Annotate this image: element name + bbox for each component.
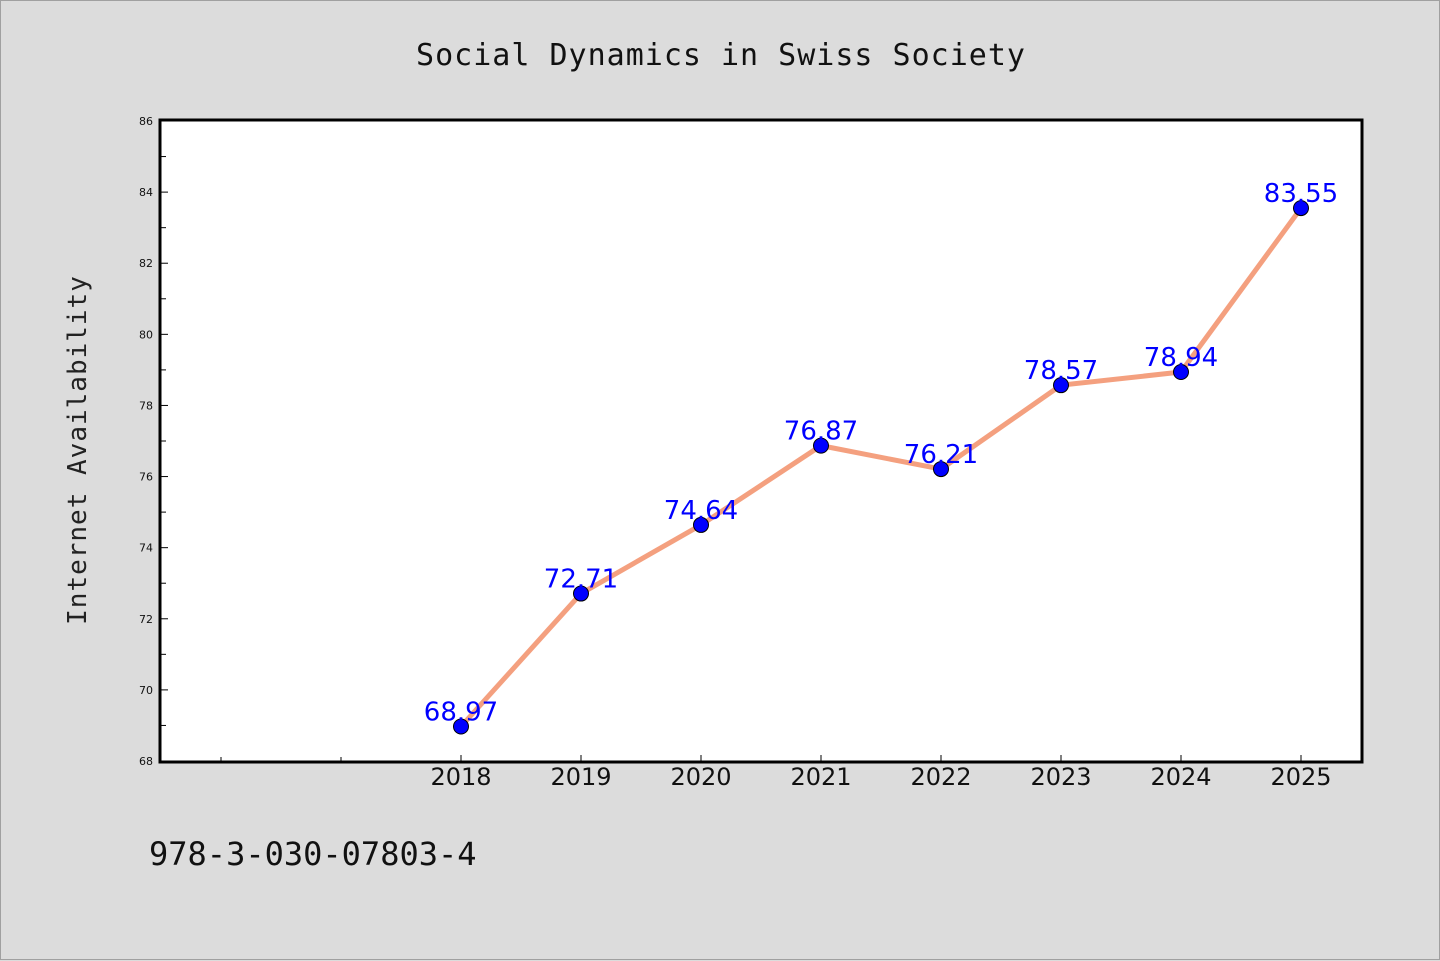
y-tick-label: 76 <box>139 471 153 484</box>
data-label: 74.64 <box>664 496 738 526</box>
data-point <box>693 516 709 533</box>
y-tick-label: 68 <box>139 755 153 768</box>
x-tick-label: 2019 <box>550 763 611 791</box>
x-axis-ticks: 2018 2019 2020 2021 2022 2023 2024 2025 <box>220 755 1332 791</box>
x-tick-label: 2025 <box>1270 763 1331 791</box>
data-labels-group: 68.97 72.71 74.64 76.87 76.21 78.57 78.94 83.55 <box>424 179 1338 727</box>
data-label: 83.55 <box>1264 179 1338 209</box>
data-point <box>1293 200 1309 217</box>
data-label: 72.71 <box>544 565 618 595</box>
isbn-text: 978-3-030-07803-4 <box>149 835 477 873</box>
x-tick-label: 2018 <box>430 763 491 791</box>
y-tick-label: 80 <box>139 328 153 341</box>
x-tick-label: 2021 <box>790 763 851 791</box>
x-tick-label: 2020 <box>670 763 731 791</box>
x-tick-label: 2023 <box>1030 763 1091 791</box>
data-point <box>933 461 949 478</box>
data-point <box>813 437 829 454</box>
series-line-group <box>458 205 1304 730</box>
x-tick-label: 2022 <box>910 763 971 791</box>
y-tick-label: 78 <box>139 399 153 412</box>
y-tick-label: 74 <box>139 542 153 555</box>
series-markers-group <box>453 200 1309 735</box>
data-label: 68.97 <box>424 698 498 728</box>
y-tick-label: 84 <box>139 186 153 199</box>
data-point <box>1053 377 1069 394</box>
y-tick-label: 72 <box>139 613 153 626</box>
chart-title: Social Dynamics in Swiss Society <box>416 38 1026 73</box>
series-line <box>458 205 1304 730</box>
y-tick-label: 82 <box>139 257 153 270</box>
data-point <box>453 718 469 735</box>
y-axis-label: Internet Availability <box>63 275 93 625</box>
y-axis-ticks: 68 70 72 74 76 78 80 82 84 86 <box>139 115 168 768</box>
x-tick-label: 2024 <box>1150 763 1211 791</box>
y-tick-label: 86 <box>139 115 153 128</box>
plot-area <box>158 118 1364 764</box>
data-label: 78.94 <box>1144 343 1218 373</box>
data-point <box>573 585 589 602</box>
data-label: 78.57 <box>1024 356 1098 386</box>
data-label: 76.87 <box>784 417 858 447</box>
y-tick-label: 70 <box>139 684 153 697</box>
data-label: 76.21 <box>904 440 978 470</box>
data-point <box>1173 364 1189 381</box>
